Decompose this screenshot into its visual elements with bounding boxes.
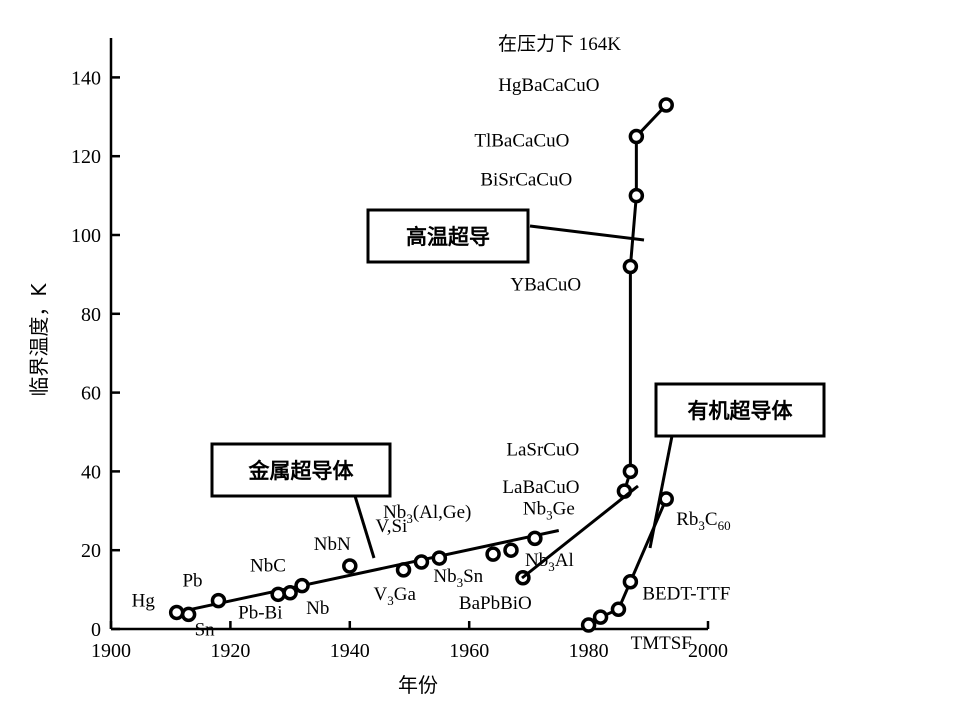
x-tick-label: 1900 bbox=[91, 640, 131, 662]
point-label: HgBaCaCuO bbox=[498, 75, 599, 96]
point-label: YBaCuO bbox=[510, 275, 581, 296]
x-tick-label: 1940 bbox=[330, 640, 370, 662]
data-point-metal bbox=[503, 542, 519, 558]
data-point-organic bbox=[622, 573, 639, 590]
point-label: Nb3Ge bbox=[523, 498, 575, 522]
y-tick-label: 120 bbox=[71, 146, 101, 168]
x-tick-label: 1960 bbox=[449, 640, 489, 662]
data-point-high-tc bbox=[628, 187, 645, 204]
y-tick-label: 100 bbox=[71, 225, 101, 247]
data-point-metal bbox=[395, 562, 412, 578]
data-point-organic bbox=[592, 609, 609, 625]
point-label: Nb3(Al,Ge) bbox=[383, 502, 471, 526]
data-point-high-tc bbox=[622, 463, 639, 480]
data-point-metal bbox=[342, 558, 358, 574]
metal-box: 金属超导体 bbox=[210, 442, 392, 559]
svg-text:有机超导体: 有机超导体 bbox=[688, 399, 794, 423]
data-point-metal bbox=[431, 550, 448, 566]
data-point-high-tc bbox=[622, 258, 639, 275]
pressure-note: 在压力下 164K bbox=[498, 33, 621, 55]
y-tick-label: 40 bbox=[81, 461, 101, 483]
metal-trend-line bbox=[176, 529, 560, 614]
data-point-metal bbox=[210, 592, 227, 609]
data-point-metal bbox=[282, 585, 298, 601]
point-label: NbN bbox=[314, 534, 351, 555]
y-tick-label: 0 bbox=[91, 619, 101, 641]
point-label: BaPbBiO bbox=[459, 593, 532, 614]
point-label: TlBaCaCuO bbox=[474, 131, 569, 152]
organic-box: 有机超导体 bbox=[648, 382, 826, 549]
data-point-metal bbox=[270, 586, 286, 603]
svg-text:高温超导: 高温超导 bbox=[406, 225, 490, 249]
point-label: Hg bbox=[132, 590, 156, 611]
point-label: NbC bbox=[250, 556, 286, 577]
y-axis-title: 临界温度，K bbox=[27, 283, 51, 397]
point-label: V,Si bbox=[375, 516, 407, 537]
data-point-organic bbox=[658, 491, 674, 507]
data-point-metal bbox=[413, 554, 430, 570]
high-tc-link-line bbox=[521, 484, 639, 580]
data-point-metal bbox=[485, 546, 501, 562]
point-label: Sn bbox=[195, 619, 216, 640]
point-label: V3Ga bbox=[374, 584, 417, 608]
y-tick-label: 60 bbox=[81, 383, 101, 405]
point-label: Pb bbox=[182, 571, 202, 592]
point-label: BEDT-TTF bbox=[642, 584, 730, 605]
data-point-metal bbox=[168, 604, 185, 621]
high-tc-box: 高温超导 bbox=[366, 208, 645, 264]
data-point-organic bbox=[610, 601, 627, 618]
data-point-high-tc bbox=[658, 97, 674, 113]
point-label: Nb3Sn bbox=[433, 566, 483, 590]
point-label: TMTSF bbox=[631, 633, 692, 654]
y-tick-label: 140 bbox=[71, 67, 101, 89]
data-point-high-tc bbox=[628, 128, 645, 145]
data-point-metal bbox=[294, 577, 310, 594]
x-axis-title: 年份 bbox=[398, 673, 438, 697]
x-tick-label: 1920 bbox=[210, 640, 250, 662]
point-label: LaBaCuO bbox=[502, 477, 579, 498]
data-point-metal bbox=[180, 606, 197, 623]
x-tick-label: 2000 bbox=[688, 640, 728, 662]
svg-text:金属超导体: 金属超导体 bbox=[248, 459, 355, 483]
y-tick-label: 20 bbox=[81, 540, 101, 562]
x-tick-label: 1980 bbox=[569, 640, 609, 662]
y-tick-label: 80 bbox=[81, 304, 101, 326]
point-label: Rb3C60 bbox=[676, 509, 730, 533]
point-label: LaSrCuO bbox=[506, 439, 579, 460]
data-point-metal bbox=[527, 530, 543, 547]
point-label: Pb-Bi bbox=[238, 602, 282, 623]
point-label: BiSrCaCuO bbox=[480, 170, 572, 191]
point-label: Nb bbox=[306, 598, 329, 619]
data-point-organic bbox=[580, 617, 597, 633]
